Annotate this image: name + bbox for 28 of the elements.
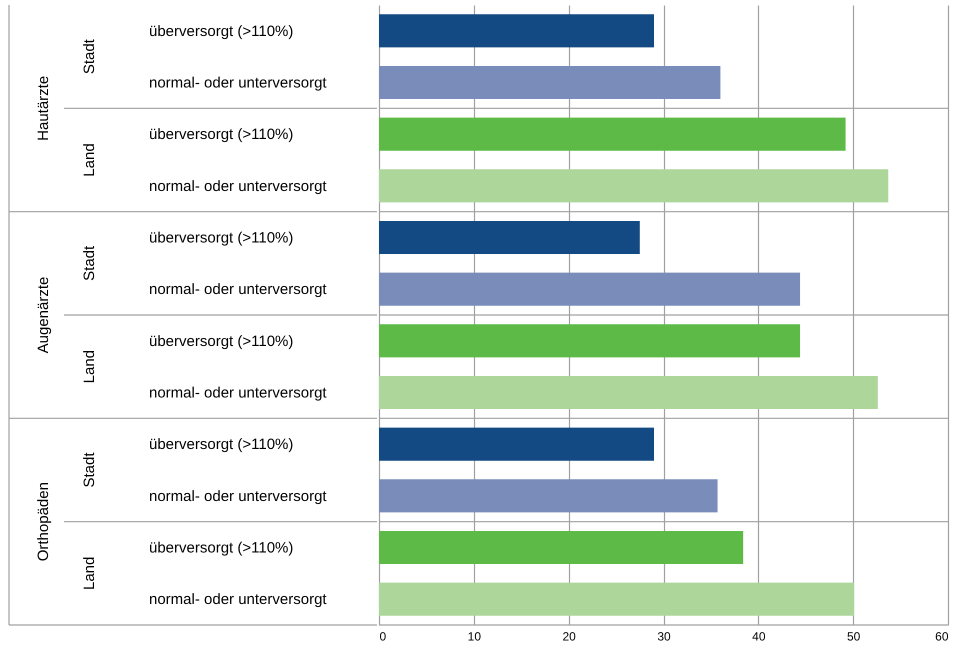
y-tick-label: normal- oder unterversorgt	[149, 488, 328, 505]
text: Land	[81, 556, 98, 590]
y-tick-label: normal- oder unterversorgt	[149, 281, 328, 298]
text: Stadt	[81, 38, 98, 74]
x-tick-label: 30	[657, 630, 671, 644]
y-tick-label: überversorgt (>110%)	[149, 540, 294, 556]
y-tick-label: überversorgt (>110%)	[149, 230, 294, 246]
x-tick-label: 60	[935, 630, 949, 644]
y-tick-label: überversorgt (>110%)	[149, 22, 294, 40]
y-tick-label: normal- oder unterversorgt	[149, 74, 328, 92]
y-tick-label: überversorgt (>110%)	[149, 436, 294, 454]
x-tick-label: 50	[846, 630, 861, 644]
y-tick-label: überversorgt (>110%)	[149, 332, 294, 350]
x-tick-label: 0	[380, 630, 386, 644]
x-tick-label: 20	[562, 630, 576, 644]
text: Land	[81, 350, 98, 384]
text: Orthopäden	[35, 482, 52, 562]
y-tick-label: normal- oder unterversorgt	[149, 591, 328, 608]
text: Stadt	[81, 452, 98, 488]
text: Augenärzte	[35, 276, 52, 354]
y-tick-label: überversorgt (>110%)	[149, 126, 294, 144]
x-tick-label: 10	[468, 630, 482, 644]
text: Stadt	[81, 244, 98, 281]
y-tick-label: normal- oder unterversorgt	[149, 384, 328, 402]
text: Hautärzte	[35, 76, 52, 141]
text: Land	[81, 143, 98, 177]
x-tick-label: 40	[752, 630, 766, 644]
y-tick-label: normal- oder unterversorgt	[149, 178, 328, 195]
